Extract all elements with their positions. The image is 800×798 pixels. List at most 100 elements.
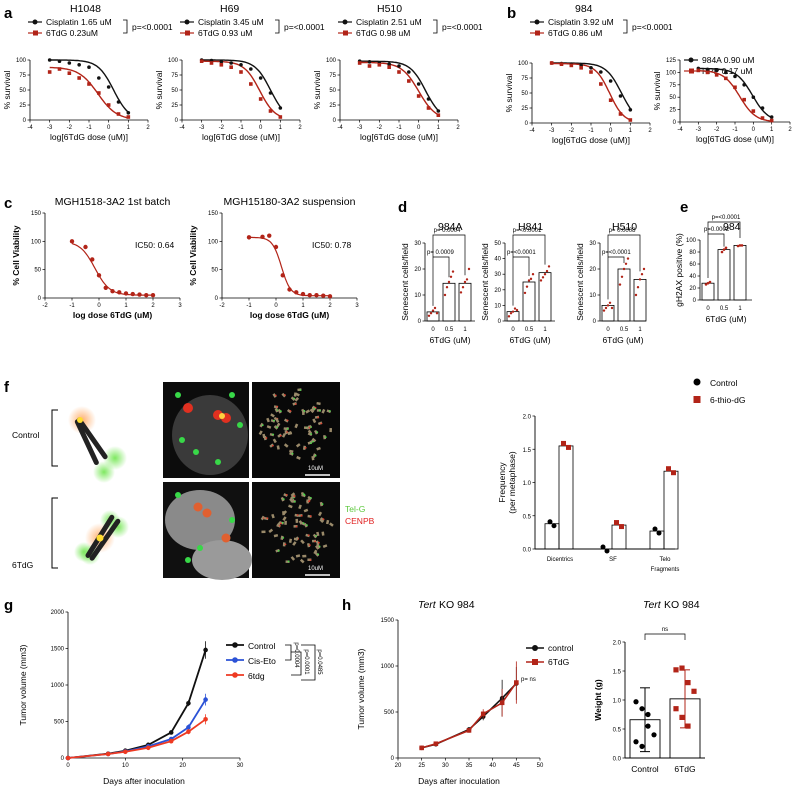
y-tick-label: 50	[669, 95, 676, 101]
data-point	[724, 76, 728, 81]
metaphase-chromosome	[289, 451, 294, 456]
data-point	[123, 749, 128, 755]
bar	[426, 311, 440, 322]
x-tick-label: 0	[274, 303, 278, 309]
metaphase-chromosome	[305, 409, 311, 414]
metaphase-chromosome	[315, 540, 320, 546]
p-value: p=0.0002	[704, 227, 730, 233]
x-tick-label: 3	[178, 303, 182, 309]
bar-6thiodg	[663, 470, 679, 550]
data-point	[561, 440, 566, 446]
cisplatin-fit-curve	[201, 59, 281, 108]
p-value: p=<0.0001	[602, 250, 631, 256]
cisplatin-point	[387, 62, 391, 66]
data-point	[614, 520, 619, 526]
y-tick-label: 75	[329, 73, 336, 79]
significance-bracket	[433, 256, 450, 278]
x-axis-label: log[6TdG dose (uM)]	[552, 135, 630, 145]
scale-bar-label: 10uM	[308, 566, 323, 572]
x-tick-label: -3	[696, 127, 702, 133]
metaphase-chromosome	[301, 408, 306, 414]
significance-bracket	[607, 234, 641, 300]
y-tick-label: 1000	[381, 664, 395, 670]
legend-label: Control	[248, 641, 276, 651]
tdg-point	[407, 79, 411, 83]
data-point	[419, 745, 424, 751]
metaphase-chromosome	[282, 516, 287, 521]
metaphase-chromosome	[303, 508, 309, 513]
data-point	[529, 277, 533, 281]
x-tick-label: 1	[638, 327, 642, 333]
data-point	[610, 306, 614, 310]
data-point	[451, 270, 455, 273]
data-point	[449, 275, 453, 278]
x-axis-label: log dose 6TdG (uM)	[73, 310, 152, 320]
spot	[308, 544, 311, 547]
y-axis-label: % survival	[312, 71, 322, 110]
metaphase-chromosome	[268, 528, 274, 534]
spot	[317, 541, 320, 544]
data-point	[742, 83, 746, 87]
spot	[276, 426, 279, 429]
metaphase-chromosome	[270, 418, 276, 423]
legend-label: Cisplatin 1.65 uM	[46, 17, 112, 27]
y-tick-label: 30	[414, 241, 421, 247]
tel-g-spot	[237, 422, 243, 428]
p-value: p=<0.0001	[513, 228, 542, 234]
x-tick-label: -1	[246, 303, 252, 309]
data-point	[465, 278, 469, 281]
legend-marker	[232, 642, 238, 648]
data-point	[619, 524, 624, 530]
spot	[322, 518, 325, 521]
legend-marker	[232, 657, 238, 663]
metaphase-chromosome	[321, 531, 325, 536]
spot	[266, 517, 269, 520]
legend-label: control	[548, 643, 574, 653]
metaphase-chromosome	[288, 504, 293, 509]
metaphase-chromosome	[272, 393, 277, 398]
spot	[279, 522, 282, 525]
spot	[287, 560, 290, 563]
data-point	[618, 112, 623, 116]
legend-marker	[32, 19, 38, 25]
metaphase-chromosome	[292, 541, 297, 546]
x-tick-label: 2	[328, 303, 332, 309]
significance-bracket	[285, 644, 292, 661]
y-tick-label: 0	[61, 756, 65, 762]
significance-bracket	[291, 651, 302, 676]
tdg-fit-curve	[49, 66, 129, 119]
cisplatin-point	[397, 64, 401, 68]
tdg-point	[199, 59, 204, 63]
data-point	[608, 79, 613, 83]
spot	[277, 550, 280, 552]
metaphase-chromosome	[322, 544, 328, 548]
y-tick-label: 1500	[381, 618, 395, 624]
data-point	[738, 244, 742, 247]
data-point	[515, 308, 519, 312]
chart-title: 984A	[438, 221, 463, 233]
x-tick-label: 0	[606, 327, 610, 333]
fit-curve	[698, 70, 772, 122]
legend-label: 6TdG 0.23uM	[46, 28, 98, 38]
data-point	[203, 647, 208, 653]
significance-bracket	[708, 233, 725, 247]
y-axis-label: Senescent cells/field	[400, 243, 410, 321]
tdg-point	[357, 61, 362, 65]
p-value: p=0.0004	[293, 642, 299, 668]
legend-label: Cisplatin 2.51 uM	[356, 17, 422, 27]
y-tick-label: 0	[693, 298, 697, 304]
data-point	[551, 523, 557, 529]
y-tick-label: 10	[494, 303, 501, 309]
p-value: p=<0.0001	[442, 22, 483, 32]
y-tick-label: 0	[498, 319, 502, 325]
spot	[309, 515, 312, 518]
x-tick-label: Dicentrics	[547, 557, 573, 563]
data-point	[751, 95, 756, 99]
spot	[261, 424, 264, 427]
panel-letter-d: d	[398, 199, 407, 216]
x-tick-label: 1	[463, 327, 467, 333]
metaphase-chromosome	[300, 491, 305, 497]
spot	[318, 409, 321, 412]
data-point	[90, 257, 95, 262]
spot	[281, 521, 284, 524]
